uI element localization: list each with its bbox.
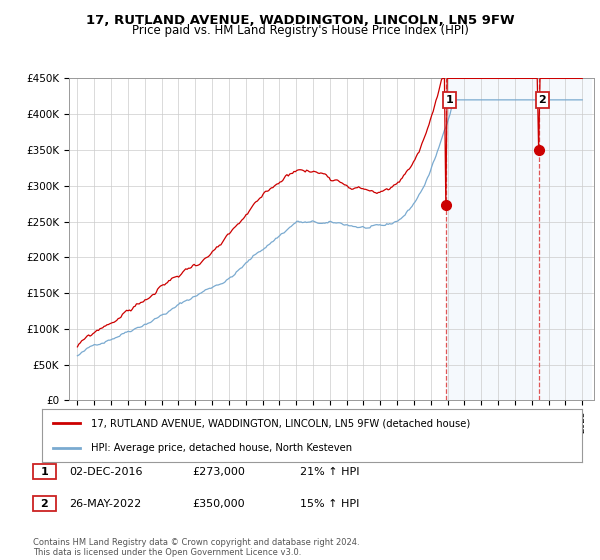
Text: £273,000: £273,000 — [192, 466, 245, 477]
Text: 2: 2 — [538, 95, 546, 105]
Text: 17, RUTLAND AVENUE, WADDINGTON, LINCOLN, LN5 9FW: 17, RUTLAND AVENUE, WADDINGTON, LINCOLN,… — [86, 14, 514, 27]
Text: 21% ↑ HPI: 21% ↑ HPI — [300, 466, 359, 477]
Text: HPI: Average price, detached house, North Kesteven: HPI: Average price, detached house, Nort… — [91, 442, 352, 452]
Text: 1: 1 — [41, 466, 48, 477]
Text: £350,000: £350,000 — [192, 499, 245, 509]
Text: 17, RUTLAND AVENUE, WADDINGTON, LINCOLN, LN5 9FW (detached house): 17, RUTLAND AVENUE, WADDINGTON, LINCOLN,… — [91, 418, 470, 428]
Bar — [446, 78, 592, 400]
Text: Contains HM Land Registry data © Crown copyright and database right 2024.
This d: Contains HM Land Registry data © Crown c… — [33, 538, 359, 557]
Text: 2: 2 — [41, 499, 48, 509]
Text: 1: 1 — [446, 95, 454, 105]
Text: Price paid vs. HM Land Registry's House Price Index (HPI): Price paid vs. HM Land Registry's House … — [131, 24, 469, 37]
Text: 02-DEC-2016: 02-DEC-2016 — [69, 466, 143, 477]
Text: 15% ↑ HPI: 15% ↑ HPI — [300, 499, 359, 509]
Text: 26-MAY-2022: 26-MAY-2022 — [69, 499, 141, 509]
